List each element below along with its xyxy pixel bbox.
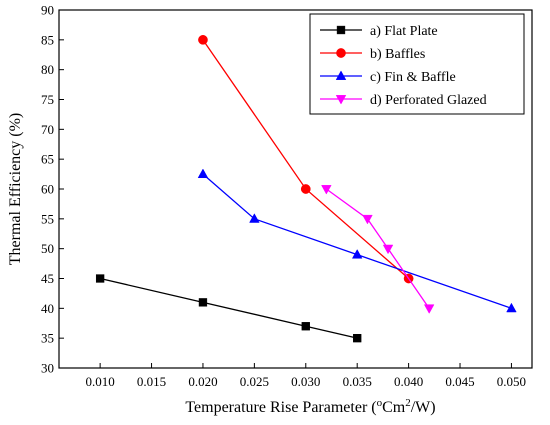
x-axis-title-unit: Cm (382, 399, 406, 416)
data-point (300, 184, 311, 194)
data-point (197, 168, 209, 179)
y-tick-label: 40 (41, 301, 54, 316)
x-tick-label: 0.010 (86, 374, 115, 389)
series-4 (321, 185, 435, 314)
x-tick-label: 0.025 (240, 374, 269, 389)
series-3 (197, 168, 517, 313)
y-tick-label: 80 (41, 62, 54, 77)
series-2 (198, 34, 414, 284)
y-tick-label: 75 (41, 92, 54, 107)
data-point (351, 249, 363, 259)
legend-item: d) Perforated Glazed (320, 93, 487, 108)
y-tick-label: 65 (41, 152, 54, 167)
y-tick-label: 45 (41, 271, 54, 286)
y-tick-label: 90 (41, 3, 54, 18)
data-point (382, 244, 394, 255)
legend-label: d) Perforated Glazed (370, 93, 487, 108)
x-tick-label: 0.045 (445, 374, 474, 389)
axis-ticks: 0.010 0.015 0.020 0.025 0.030 0.035 0.040 0.045… (41, 3, 526, 390)
data-point (321, 185, 332, 195)
x-tick-label: 0.015 (137, 374, 166, 389)
x-axis-title: Temperature Rise Parameter (oCm2/W) (185, 397, 435, 416)
y-tick-label: 35 (41, 331, 54, 346)
data-point (95, 274, 105, 283)
series-layer (95, 34, 517, 343)
legend-label: a) Flat Plate (370, 24, 438, 39)
x-tick-label: 0.035 (343, 374, 372, 389)
y-tick-label: 50 (41, 241, 54, 256)
legend-label: c) Fin & Baffle (370, 70, 456, 85)
data-point (249, 213, 260, 223)
legend-label: b) Baffles (370, 47, 425, 62)
y-axis-title: Thermal Efficiency (%) (7, 113, 24, 266)
x-tick-label: 0.020 (188, 374, 217, 389)
data-point (301, 322, 310, 331)
legend-swatch-marker (336, 25, 346, 35)
y-tick-label: 85 (41, 32, 54, 47)
data-point (198, 34, 208, 45)
data-point (506, 302, 517, 313)
x-axis-title-degree: o (377, 397, 383, 409)
x-tick-label: 0.050 (497, 374, 526, 389)
legend-swatch-marker (336, 48, 346, 58)
series-line (325, 188, 430, 309)
legend-box (309, 13, 525, 115)
data-point (198, 298, 208, 307)
legend-item: c) Fin & Baffle (320, 70, 456, 85)
x-axis-title-prefix: Temperature Rise Parameter ( (185, 399, 376, 416)
series-line (202, 173, 512, 309)
data-point (353, 334, 362, 343)
x-tick-label: 0.040 (394, 374, 423, 389)
x-tick-label: 0.030 (291, 374, 320, 389)
x-axis-title-squared: 2 (405, 397, 411, 409)
series-line (99, 277, 358, 339)
legend-item: b) Baffles (320, 47, 425, 62)
legend-swatch-marker (335, 95, 347, 105)
data-point (362, 214, 373, 225)
y-tick-label: 60 (41, 182, 54, 197)
legend-item: a) Flat Plate (320, 24, 438, 39)
series-1 (95, 274, 362, 343)
y-tick-label: 70 (41, 122, 54, 137)
y-tick-label: 55 (41, 211, 54, 226)
legend-swatch-marker (335, 70, 347, 80)
x-axis-title-suffix: /W) (411, 399, 436, 416)
y-tick-label: 30 (41, 361, 54, 376)
legend: a) Flat Plate b) Baffles c) Fin & Baffle d)… (309, 13, 525, 115)
data-point (423, 304, 435, 314)
